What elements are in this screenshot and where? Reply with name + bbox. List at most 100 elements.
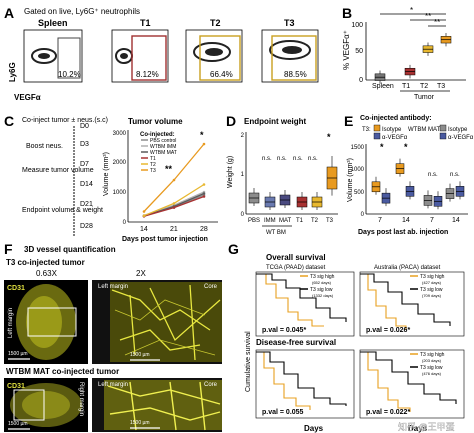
sig-star: *: [404, 142, 408, 152]
sig-star: *: [327, 132, 331, 142]
flow-cluster-t3: [269, 40, 311, 60]
legend-n: (1332 days): [312, 293, 334, 298]
sig-star: *: [380, 142, 384, 152]
legend-swatch-wt-isotype: [439, 124, 447, 132]
panel-a-letter: A: [4, 5, 14, 21]
p-value: p.val = 0.022*: [366, 409, 410, 416]
legend-label: T3 sig low: [420, 365, 443, 371]
left-margin-label: Left margin: [98, 284, 128, 290]
panel-g-os-title: Overall survival: [266, 253, 326, 262]
legend-label: WTBM MAT: [150, 150, 177, 156]
left-margin-vertical: Left margin: [8, 308, 14, 338]
panel-f-letter: F: [4, 241, 13, 257]
data-point: [172, 178, 176, 182]
legend-label: T3 sig high: [310, 274, 335, 280]
panel-g-paca: Australia (PACA) dataset: [374, 265, 441, 271]
scale-bar-label: 1500 µm: [8, 421, 28, 427]
data-point: [172, 202, 176, 205]
panel-d-letter: D: [226, 113, 236, 129]
cd31-label: CD31: [7, 383, 25, 390]
ns-label: n.s.: [308, 156, 318, 162]
timeline-day: D14: [80, 181, 93, 188]
panel-g-ylabel: Cumulative survival: [245, 331, 252, 392]
panel-g-tcga: TCGA (PAAD) dataset: [266, 265, 326, 271]
legend-label: α-VEGFα: [382, 135, 408, 141]
panel-e-t3-label: T3:: [362, 127, 371, 133]
ns-label: n.s.: [428, 172, 438, 178]
timeline-day: D7: [80, 161, 89, 168]
panel-a-t1-title: T1: [140, 18, 151, 28]
step-endpoint: Endpoint volume & weight: [22, 207, 103, 214]
panel-d-xtick: IMM: [264, 218, 276, 224]
core-label: Core: [204, 382, 218, 388]
panel-e-xtick: 7: [378, 217, 382, 224]
km-curve-low: [256, 273, 347, 322]
panel-b: B % VEGFα⁺ 100 50 0 Spleen T1 T2 T3 Tumo…: [342, 5, 466, 101]
legend-n: (427 days): [422, 280, 442, 285]
legend-label: T3: [150, 168, 156, 174]
timeline-day: D3: [80, 141, 89, 148]
pct-t1: 8.12%: [136, 70, 159, 79]
panel-b-ytick: 50: [355, 48, 363, 55]
flow-cluster-t2-inner: [205, 48, 223, 56]
panel-b-xtick: Spleen: [372, 83, 394, 90]
panel-f-t3-title: T3 co-injected tumor: [6, 258, 85, 267]
panel-e-ytick: 0: [361, 212, 365, 218]
km-curve-low: [256, 351, 347, 406]
panel-d-xtick: PBS: [248, 218, 260, 224]
panel-c: C Co-inject tumor ± neus.(s.c) Boost neu…: [4, 113, 218, 243]
right-margin-vertical: Right margin: [78, 382, 84, 416]
panel-b-boxes: [374, 32, 452, 84]
scale-bar-label: 1500 µm: [130, 420, 150, 426]
zoom-box-t3: [27, 307, 77, 337]
panel-c-xtick: 28: [200, 226, 208, 233]
legend-n: (652 days): [312, 280, 332, 285]
legend-n: (203 days): [422, 358, 442, 363]
km-plot-paca-dfs: [359, 349, 465, 419]
sig-star: **: [425, 12, 431, 21]
legend-label: Isotype: [448, 127, 468, 133]
panel-b-xtick: T1: [402, 83, 410, 90]
panel-d: D Endpoint weight Weight (g) 2 1 0 PBS I…: [226, 113, 338, 236]
panel-e-ytick: 1500: [351, 145, 365, 151]
scale-bar-label: 1500 µm: [130, 352, 150, 358]
timeline-day: D21: [80, 201, 93, 208]
panel-c-xlabel: Days post tumor injection: [122, 236, 208, 243]
panel-c-legend-title: Co-injected:: [140, 132, 175, 138]
timeline-day: D28: [80, 223, 93, 230]
panel-a: A Gated on live, Ly6G⁺ neutrophils Ly6G …: [4, 5, 319, 102]
panel-d-ytick: 1: [241, 172, 245, 178]
km-curve-high: [256, 351, 311, 410]
km-plot-paca-os: [359, 271, 465, 337]
flow-cluster-spleen-inner: [38, 53, 50, 59]
panel-d-ytick: 2: [241, 133, 245, 139]
flow-cluster-t2: [193, 42, 231, 62]
ns-label: n.s.: [293, 156, 303, 162]
legend-label: α-VEGFα: [448, 135, 474, 141]
data-point: [202, 192, 206, 195]
p-value: p.val = 0.026*: [366, 327, 410, 334]
pct-t2: 66.4%: [210, 70, 233, 79]
panel-g-dfs-title: Disease-free survival: [256, 338, 336, 347]
panel-c-ytick: 3000: [113, 131, 127, 137]
timeline-day: D0: [80, 123, 89, 130]
gate-box-spleen: [57, 37, 81, 79]
panel-c-title: Tumor volume: [128, 117, 183, 126]
left-margin-label: Left margin: [98, 382, 128, 388]
p-value: p.val = 0.045*: [262, 327, 306, 334]
panel-b-ytick: 0: [359, 77, 363, 84]
data-point: [202, 195, 206, 198]
panel-e-xtick: 14: [402, 217, 410, 224]
flow-plot-spleen: [23, 29, 83, 83]
legend-n: (709 days): [422, 293, 442, 298]
legend-label: T3 sig low: [420, 287, 443, 293]
panel-e-xlabel: Days post last ab. injection: [358, 229, 448, 236]
sig-star: **: [434, 18, 440, 27]
cd31-label: CD31: [7, 285, 25, 292]
panel-e-wt-label: WTBM MAT:: [408, 127, 442, 133]
panel-d-xtick: T3: [326, 218, 334, 224]
vessel-network-t3-2: [114, 299, 216, 356]
panel-f-mag1: 0.63X: [36, 269, 58, 278]
